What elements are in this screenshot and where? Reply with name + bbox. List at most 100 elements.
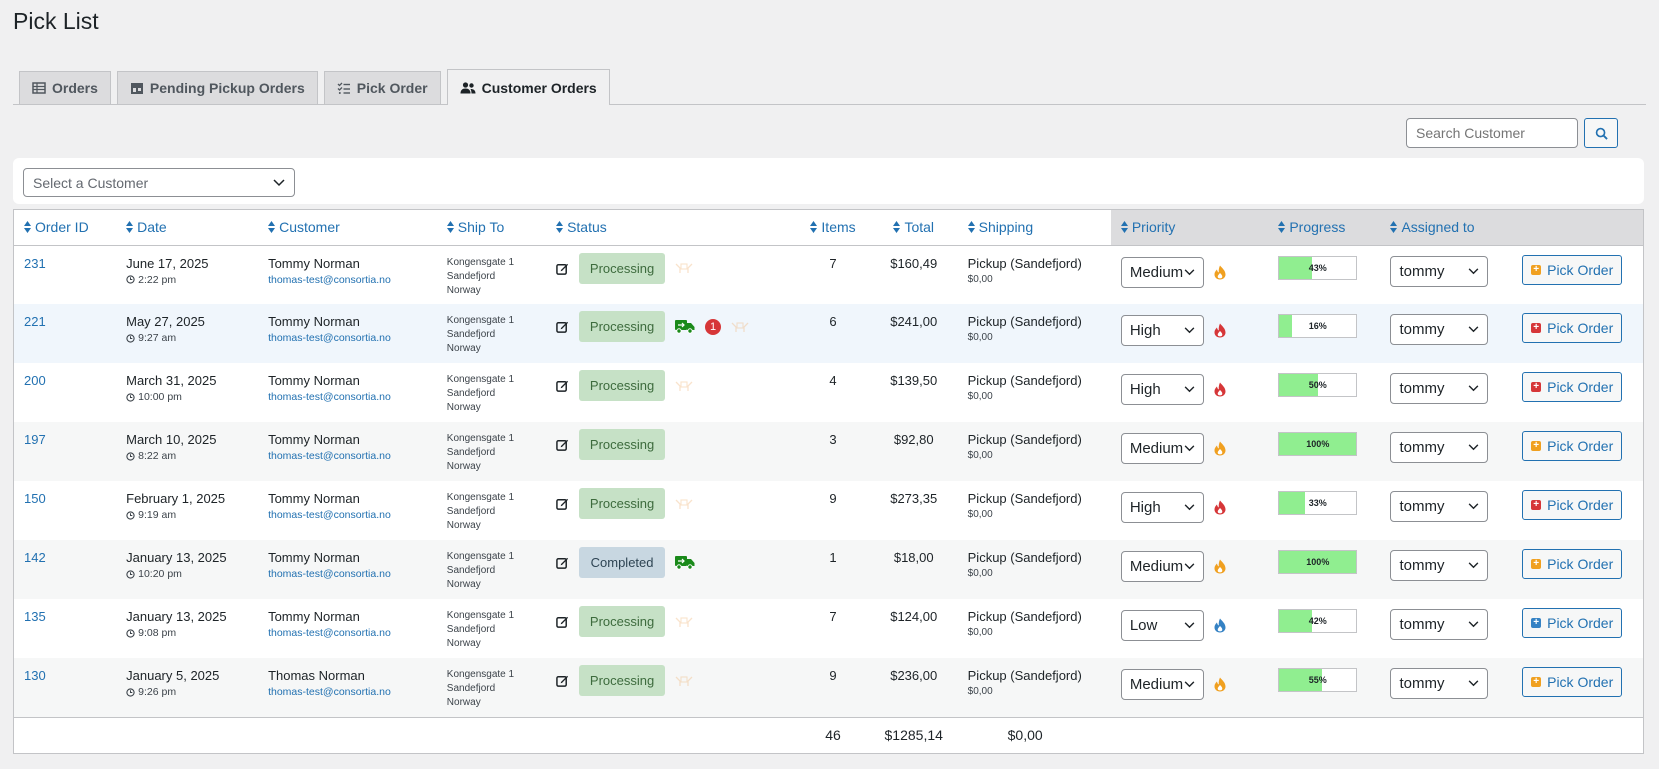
progress-label: 55%: [1308, 675, 1327, 685]
progress-bar: 43%: [1278, 255, 1358, 280]
priority-select[interactable]: High: [1120, 374, 1204, 405]
customer-email-link[interactable]: thomas-test@consortia.no: [268, 686, 391, 698]
flame-icon: [1214, 618, 1226, 633]
order-time-label: 8:22 am: [138, 450, 177, 462]
order-total: $18,00: [893, 550, 934, 565]
address-line: Sandefjord: [446, 329, 496, 340]
edit-icon[interactable]: [556, 262, 569, 275]
sort-icon: [1120, 220, 1128, 236]
col-items[interactable]: Items: [796, 210, 870, 245]
assigned-to-select[interactable]: tommy: [1390, 373, 1489, 404]
sort-icon: [24, 220, 31, 236]
priority-select[interactable]: High: [1120, 315, 1204, 346]
order-id-link[interactable]: 197: [24, 432, 46, 447]
col-assigned-to[interactable]: Assigned to: [1380, 210, 1513, 245]
col-label: Ship To: [457, 218, 505, 235]
pick-order-button[interactable]: + Pick Order: [1522, 254, 1623, 285]
shipping-cost: $0,00: [967, 332, 993, 343]
pick-order-button[interactable]: + Pick Order: [1522, 667, 1623, 697]
priority-value: High: [1129, 322, 1161, 339]
order-id-link[interactable]: 221: [24, 314, 46, 329]
order-id-link[interactable]: 200: [24, 373, 46, 388]
tab-pending-pickup-orders[interactable]: Pending Pickup Orders: [116, 71, 318, 104]
pick-order-button[interactable]: + Pick Order: [1522, 549, 1623, 579]
edit-icon[interactable]: [556, 320, 569, 333]
col-date[interactable]: Date: [116, 210, 258, 245]
customer-email-link[interactable]: thomas-test@consortia.no: [268, 509, 391, 521]
order-time: 9:08 pm: [126, 627, 258, 639]
clock-icon: [126, 687, 135, 697]
customer-email-link[interactable]: thomas-test@consortia.no: [268, 450, 391, 462]
search-customer-input[interactable]: [1406, 118, 1578, 148]
assigned-to-select[interactable]: tommy: [1390, 314, 1489, 345]
customer-email-link[interactable]: thomas-test@consortia.no: [268, 627, 391, 639]
progress-label: 50%: [1308, 380, 1327, 390]
col-customer[interactable]: Customer: [258, 210, 437, 245]
progress-fill: [1279, 374, 1318, 396]
pick-order-button[interactable]: + Pick Order: [1522, 372, 1623, 402]
order-date: January 13, 2025: [126, 609, 227, 624]
ship-to-address: Kongensgate 1 Sandefjord Norway: [447, 432, 546, 474]
progress-fill: [1279, 551, 1357, 573]
customer-email-link[interactable]: thomas-test@consortia.no: [268, 568, 391, 580]
search-button[interactable]: [1584, 118, 1618, 148]
col-shipping[interactable]: Shipping: [958, 210, 1111, 245]
priority-value: High: [1129, 499, 1161, 516]
order-id-link[interactable]: 231: [24, 255, 46, 271]
pick-order-button[interactable]: + Pick Order: [1522, 313, 1623, 343]
priority-select[interactable]: Medium: [1120, 433, 1204, 464]
tab-label: Pick Order: [356, 80, 428, 96]
tab-pick-order[interactable]: Pick Order: [323, 71, 441, 104]
pick-order-button[interactable]: + Pick Order: [1522, 431, 1623, 461]
assigned-to-select[interactable]: tommy: [1390, 432, 1489, 463]
progress-fill: [1279, 315, 1292, 337]
assigned-to-select[interactable]: tommy: [1390, 550, 1489, 581]
table-row: 197 March 10, 2025 8:22 am Tommy Norman …: [14, 422, 1643, 481]
page-title: Pick List: [13, 8, 99, 34]
customer-email-link[interactable]: thomas-test@consortia.no: [268, 391, 391, 403]
customer-email-link[interactable]: thomas-test@consortia.no: [268, 273, 391, 286]
tab-customer-orders[interactable]: Customer Orders: [446, 69, 610, 105]
priority-select[interactable]: Medium: [1120, 551, 1204, 582]
edit-icon[interactable]: [556, 497, 569, 510]
assigned-to-select[interactable]: tommy: [1390, 609, 1489, 640]
tab-orders[interactable]: Orders: [19, 71, 111, 104]
priority-cell: High: [1120, 492, 1278, 523]
shipping-cost: $0,00: [967, 273, 993, 285]
order-id-link[interactable]: 150: [24, 491, 46, 506]
col-total[interactable]: Total: [870, 210, 958, 245]
priority-select[interactable]: High: [1120, 492, 1204, 523]
order-id-link[interactable]: 142: [24, 550, 46, 565]
ship-to-address: Kongensgate 1 Sandefjord Norway: [447, 373, 546, 415]
order-date: May 27, 2025: [126, 314, 205, 329]
assigned-to-value: tommy: [1399, 498, 1445, 515]
col-ship-to[interactable]: Ship To: [437, 210, 546, 245]
priority-select[interactable]: Medium: [1120, 256, 1204, 288]
address-line: Kongensgate 1: [446, 551, 515, 562]
assigned-to-select[interactable]: tommy: [1390, 668, 1489, 699]
edit-icon[interactable]: [556, 556, 569, 569]
edit-icon[interactable]: [556, 379, 569, 392]
select-customer-dropdown[interactable]: Select a Customer: [23, 168, 295, 197]
col-progress[interactable]: Progress: [1278, 210, 1381, 245]
priority-select[interactable]: Low: [1120, 610, 1204, 641]
assigned-to-select[interactable]: tommy: [1390, 491, 1489, 522]
col-order-id[interactable]: Order ID: [14, 210, 116, 245]
edit-icon[interactable]: [556, 615, 569, 628]
col-priority[interactable]: Priority: [1110, 210, 1279, 245]
address-line: Sandefjord: [446, 565, 496, 576]
status-cell: Processing: [556, 488, 796, 519]
chevron-down-icon: [1184, 268, 1195, 275]
order-id-link[interactable]: 130: [24, 668, 46, 683]
pick-order-button[interactable]: + Pick Order: [1522, 490, 1623, 520]
edit-icon[interactable]: [556, 674, 569, 687]
pick-order-button[interactable]: + Pick Order: [1522, 608, 1623, 638]
notification-badge: 1: [705, 318, 722, 335]
assigned-to-select[interactable]: tommy: [1390, 255, 1489, 287]
edit-icon[interactable]: [556, 438, 569, 451]
col-status[interactable]: Status: [546, 210, 796, 245]
customer-email-link[interactable]: thomas-test@consortia.no: [268, 332, 391, 344]
order-id-link[interactable]: 135: [24, 609, 46, 624]
priority-select[interactable]: Medium: [1120, 669, 1204, 700]
chevron-down-icon: [1184, 445, 1195, 452]
